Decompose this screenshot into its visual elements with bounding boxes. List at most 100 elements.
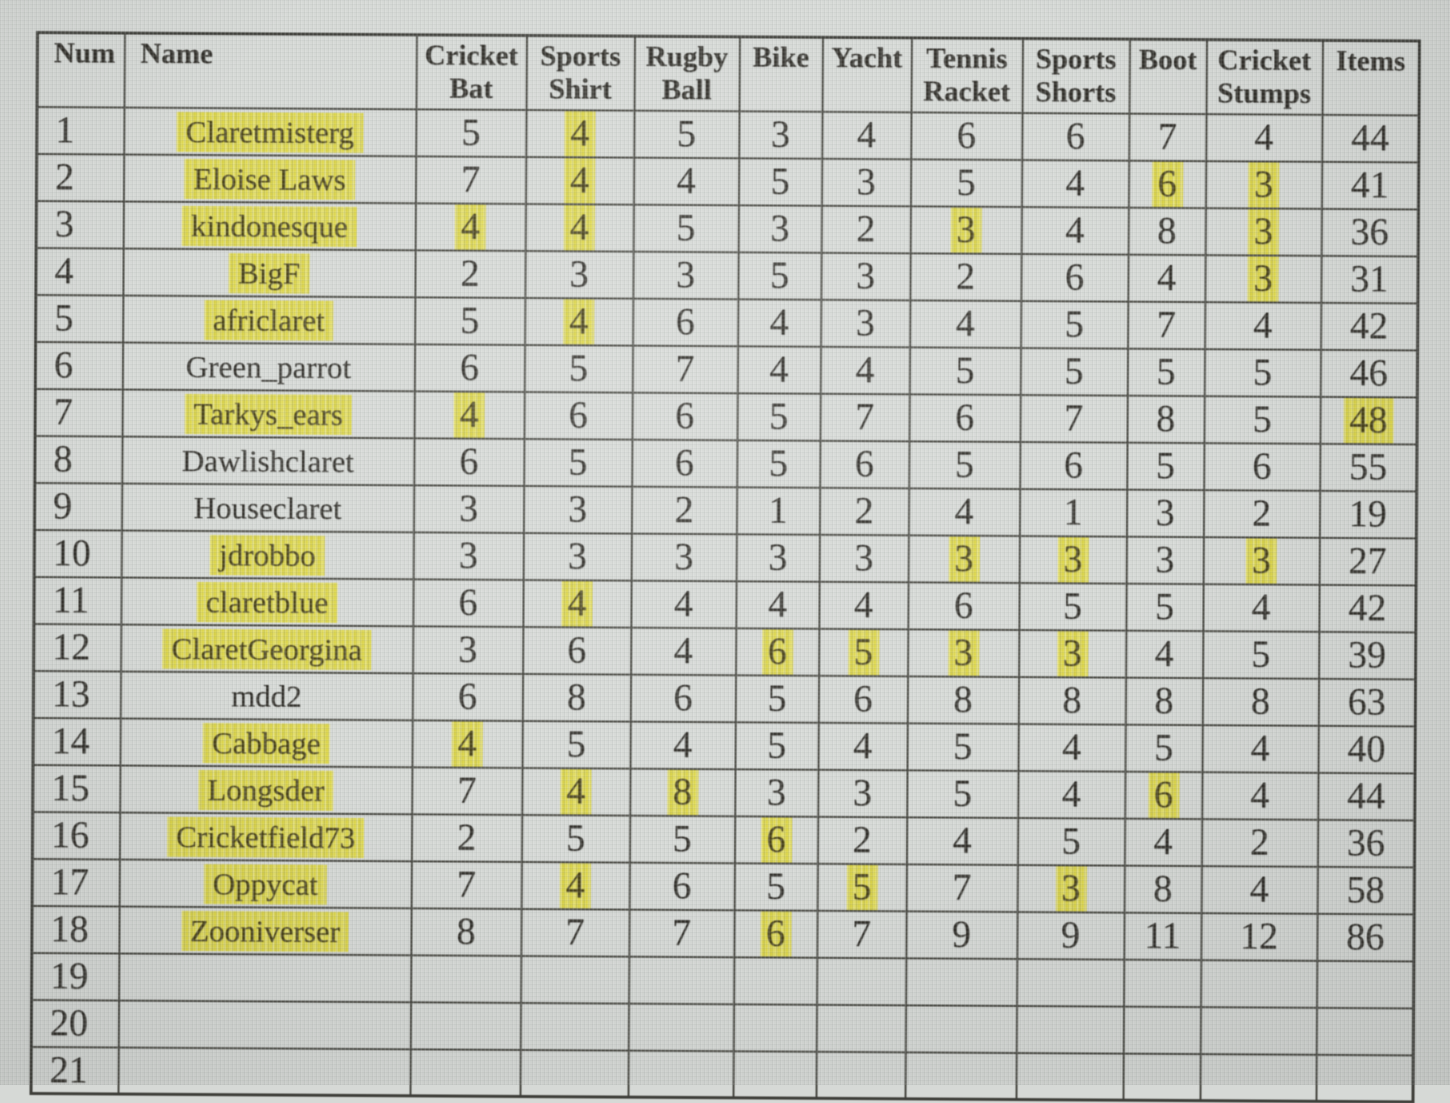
cell-sports_shorts: [1016, 1005, 1124, 1054]
table-row: 5 africlaret 5 4 6 4 3 4 5 7 4 42: [35, 294, 1418, 350]
column-header-cricket_stumps: Cricket Stumps: [1206, 39, 1323, 115]
cell-rugby_ball: 7: [632, 345, 738, 393]
cell-name: kindonesque: [123, 201, 416, 250]
cell-rugby_ball: 6: [631, 439, 738, 487]
cell-sports_shirt: 4: [521, 767, 631, 816]
cell-tennis_racket: 4: [906, 816, 1018, 865]
column-header-bike: Bike: [739, 36, 823, 112]
cell-items: 40: [1317, 725, 1416, 773]
cell-tennis_racket: 6: [910, 111, 1023, 160]
cell-items: 58: [1317, 866, 1415, 914]
cell-bike: 6: [735, 627, 819, 676]
cell-name: Oppycat: [119, 859, 412, 908]
cell-boot: 5: [1127, 348, 1205, 396]
cell-bike: 5: [735, 674, 819, 723]
cell-yacht: [816, 957, 906, 1005]
cell-cricket_stumps: 6: [1203, 442, 1321, 491]
cell-tennis_racket: 4: [909, 299, 1021, 348]
cell-cricket_stumps: 2: [1203, 489, 1320, 538]
table-row: 9 Houseclaret 3 3 2 1 2 4 1 3 2 19: [34, 482, 1417, 538]
cell-cricket_stumps: 4: [1205, 113, 1323, 162]
highlight: 6: [760, 815, 792, 863]
cell-cricket_bat: 4: [412, 719, 523, 768]
cell-sports_shirt: 4: [521, 861, 630, 910]
cell-num: 2: [36, 153, 124, 202]
cell-num: 11: [33, 576, 122, 625]
highlight: Oppycat: [203, 863, 327, 905]
cell-items: 36: [1321, 208, 1419, 256]
column-header-items: Items: [1322, 40, 1420, 115]
cell-num: 18: [31, 905, 120, 954]
cell-yacht: 3: [819, 534, 909, 582]
cell-sports_shorts: 4: [1018, 723, 1126, 772]
cell-cricket_bat: 4: [414, 390, 525, 439]
cell-bike: 5: [737, 251, 822, 300]
cell-sports_shorts: [1015, 1052, 1124, 1101]
cell-rugby_ball: 2: [631, 486, 737, 534]
cell-cricket_bat: 6: [414, 343, 525, 392]
cell-boot: 5: [1124, 724, 1203, 772]
highlight: 4: [559, 861, 591, 909]
cell-num: 13: [33, 670, 121, 719]
table-row: 8 Dawlishclaret 6 5 6 5 6 5 6 5 6 55: [34, 435, 1418, 491]
cell-items: 39: [1318, 631, 1416, 679]
cell-rugby_ball: [628, 1003, 734, 1051]
cell-cricket_bat: 7: [415, 155, 526, 204]
cell-cricket_stumps: 5: [1204, 348, 1321, 397]
table-row: 17 Oppycat 7 4 6 5 5 7 3 8 4 58: [32, 858, 1415, 914]
cell-name: [118, 953, 411, 1002]
cell-yacht: 7: [820, 393, 910, 441]
cell-boot: 11: [1123, 912, 1202, 960]
highlight: 3: [1247, 207, 1279, 255]
cell-cricket_bat: [410, 1001, 521, 1050]
cell-name: [118, 1000, 411, 1049]
cell-boot: [1123, 959, 1201, 1007]
cell-cricket_stumps: 4: [1204, 301, 1321, 350]
cell-cricket_bat: 8: [410, 907, 522, 956]
highlight: Claretmisterg: [176, 111, 364, 153]
highlight: 6: [759, 909, 792, 957]
highlight: Longsder: [198, 769, 334, 811]
table-row: 11 claretblue 6 4 4 4 4 6 5 5 4 42: [33, 576, 1417, 632]
cell-boot: 3: [1126, 489, 1204, 537]
cell-items: 42: [1320, 302, 1418, 350]
cell-sports_shirt: 3: [524, 250, 634, 299]
cell-cricket_stumps: 4: [1201, 771, 1318, 820]
cell-sports_shorts: 5: [1020, 300, 1128, 349]
cell-rugby_ball: 6: [629, 862, 735, 910]
table-header-row: Num Name Cricket Bat Sports Shirt Rugby Ball…: [37, 32, 1420, 115]
cell-sports_shirt: 4: [524, 297, 633, 346]
cell-num: 8: [34, 435, 123, 484]
cell-num: 9: [34, 482, 122, 531]
highlight: 48: [1343, 396, 1394, 444]
cell-bike: 4: [737, 298, 821, 347]
cell-items: 55: [1319, 443, 1418, 491]
highlight: 3: [1247, 160, 1280, 208]
column-header-yacht: Yacht: [822, 37, 912, 112]
cell-yacht: 6: [819, 440, 910, 488]
cell-bike: [733, 1003, 817, 1052]
cell-yacht: 3: [821, 158, 911, 206]
cell-num: 5: [35, 294, 123, 343]
table-row: 15 Longsder 7 4 8 3 3 5 4 6 4 44: [32, 764, 1415, 820]
cell-bike: 1: [736, 486, 820, 535]
cell-items: [1316, 960, 1414, 1008]
highlight: 5: [846, 863, 878, 911]
cell-bike: 4: [737, 345, 821, 394]
cell-name: Cricketfield73: [119, 812, 412, 861]
cell-sports_shirt: 5: [521, 814, 630, 863]
cell-items: 36: [1317, 819, 1415, 867]
column-header-boot: Boot: [1129, 39, 1207, 114]
column-header-cricket_bat: Cricket Bat: [416, 34, 527, 110]
cell-items: [1316, 1007, 1414, 1055]
cell-sports_shorts: 5: [1018, 582, 1127, 631]
table-row: 20: [31, 999, 1414, 1055]
cell-cricket_bat: 7: [411, 860, 522, 909]
cell-items: 48: [1320, 396, 1418, 444]
cell-boot: 4: [1127, 254, 1206, 302]
cell-tennis_racket: 4: [908, 487, 1020, 536]
cell-items: 19: [1319, 490, 1417, 538]
highlight: Zooniverser: [180, 910, 350, 952]
cell-sports_shorts: 4: [1021, 159, 1129, 208]
highlight: 6: [1147, 771, 1180, 818]
